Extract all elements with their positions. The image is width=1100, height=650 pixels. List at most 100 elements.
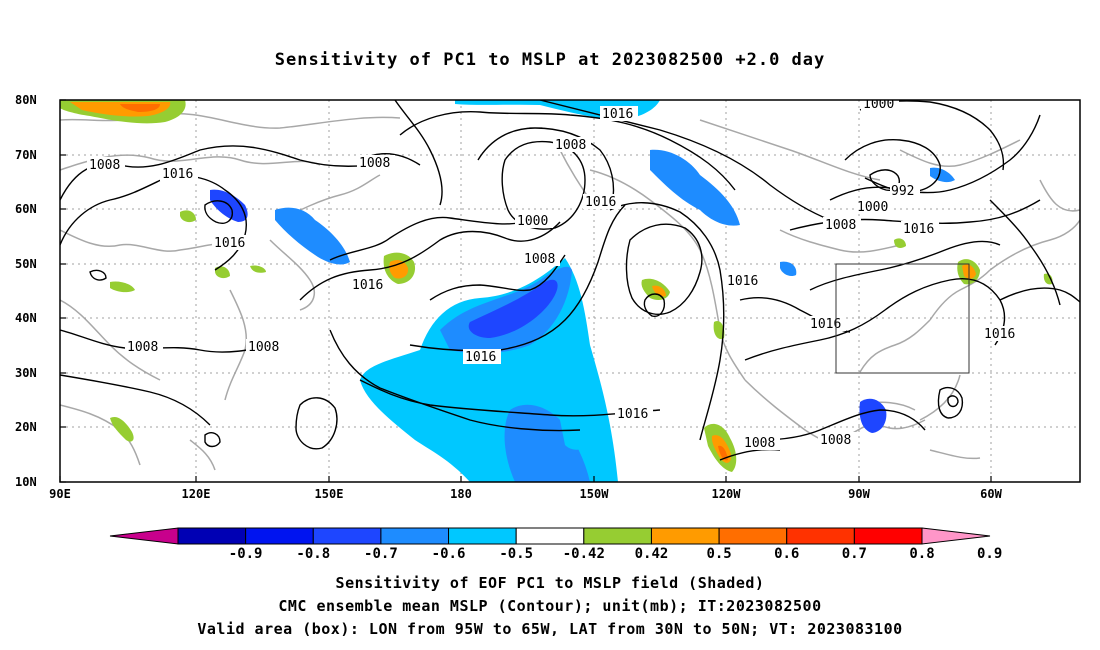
shade-negative-light (650, 149, 740, 226)
contour-label: 1016 (810, 317, 841, 332)
contour-label: 992 (891, 184, 914, 199)
contour-label: 1000 (857, 200, 888, 215)
contour-label: 1008 (555, 138, 586, 153)
contour-label: 1016 (727, 274, 758, 289)
mslp-contours (60, 100, 1080, 461)
colorbar-segment (650, 527, 720, 545)
shade-positive-light (110, 416, 134, 442)
lat-label: 70N (15, 148, 37, 162)
latitude-labels: 80N 70N 60N 50N 40N 30N 20N 10N (15, 93, 37, 489)
lon-label: 120W (712, 487, 742, 501)
shade-positive-light (180, 210, 196, 223)
colorbar-label: 0.5 (706, 546, 731, 562)
lon-label: 90E (49, 487, 71, 501)
longitude-labels: 90E 120E 150E 180 150W 120W 90W 60W (49, 487, 1002, 501)
colorbar-segment (786, 527, 855, 545)
sensitivity-shading (60, 100, 1053, 482)
shade-positive-light (110, 281, 135, 293)
shade-positive-light (894, 238, 906, 248)
contour-label: 1008 (248, 340, 279, 355)
colorbar-extend-low (109, 527, 179, 545)
contour-label: 1008 (825, 218, 856, 233)
contour-label: 1016 (602, 107, 633, 122)
contour-label: 1008 (820, 433, 851, 448)
colorbar-segment (177, 527, 247, 545)
contour-label: 1008 (359, 156, 390, 171)
map-frame (59, 99, 1081, 483)
lat-label: 30N (15, 366, 37, 380)
contour-label: 1016 (352, 278, 383, 293)
colorbar (109, 527, 991, 545)
lat-label: 80N (15, 93, 37, 107)
contour-label: 1008 (744, 436, 775, 451)
contour-label: 1016 (214, 236, 245, 251)
lat-label: 10N (15, 475, 37, 489)
contour-label: 1008 (127, 340, 158, 355)
colorbar-label: -0.8 (296, 546, 330, 562)
plot-title: Sensitivity of PC1 to MSLP at 2023082500… (274, 50, 826, 70)
valid-area-box (835, 263, 970, 374)
lon-label: 150E (315, 487, 344, 501)
shade-negative-light (275, 207, 350, 265)
contour-label: 1016 (903, 222, 934, 237)
lat-label: 20N (15, 420, 37, 434)
colorbar-label: 0.42 (635, 546, 669, 562)
shade-negative-light (560, 419, 590, 450)
colorbar-label: -0.42 (563, 546, 605, 562)
lon-label: 120E (182, 487, 211, 501)
shade-negative-light (504, 404, 590, 482)
colorbar-segment (245, 527, 314, 545)
contour-label: 1016 (984, 327, 1015, 342)
colorbar-segment (448, 527, 517, 545)
colorbar-extend-high (921, 527, 991, 545)
contour-label: 1016 (162, 167, 193, 182)
colorbar-label: 0.9 (977, 546, 1002, 562)
shade-positive-light (1043, 273, 1053, 285)
colorbar-segment (515, 527, 585, 545)
caption-shading: Sensitivity of EOF PC1 to MSLP field (Sh… (335, 574, 765, 592)
colorbar-label: 0.6 (774, 546, 799, 562)
contour-label: 1008 (89, 158, 120, 173)
shade-positive-medium (652, 285, 666, 297)
lat-label: 60N (15, 202, 37, 216)
contour-label: 1000 (517, 214, 548, 229)
lat-label: 40N (15, 311, 37, 325)
contour-label: 1016 (465, 350, 496, 365)
colorbar-segment (718, 527, 788, 545)
caption-valid-area: Valid area (box): LON from 95W to 65W, L… (197, 620, 903, 638)
shade-negative-strong (468, 279, 558, 338)
colorbar-labels: -0.9 -0.8 -0.7 -0.6 -0.5 -0.42 0.42 0.5 0.6 0.7 0.… (229, 546, 1003, 562)
colorbar-label: 0.8 (909, 546, 934, 562)
contour-label: 1016 (617, 407, 648, 422)
lon-label: 90W (848, 487, 870, 501)
axis-ticks (59, 99, 992, 483)
colorbar-label: -0.6 (432, 546, 466, 562)
colorbar-segment (583, 527, 652, 545)
shade-positive-light (250, 265, 266, 273)
contour-label: 1008 (524, 252, 555, 267)
shade-positive-medium (389, 260, 409, 279)
colorbar-segment (380, 527, 450, 545)
caption-contour: CMC ensemble mean MSLP (Contour); unit(m… (278, 597, 822, 615)
shade-positive-light (215, 266, 230, 279)
lon-label: 180 (450, 487, 472, 501)
colorbar-label: -0.9 (229, 546, 263, 562)
colorbar-segment (312, 527, 382, 545)
shade-negative-strong (859, 398, 887, 433)
lat-label: 50N (15, 257, 37, 271)
contour-labels: 1008 1016 1016 1008 1016 1008 1000 1008 … (89, 97, 1016, 451)
shade-positive-strong (718, 445, 728, 461)
shade-negative-light (780, 261, 797, 277)
contour-label: 1016 (585, 195, 616, 210)
shade-negative-light (930, 167, 955, 183)
lon-label: 60W (980, 487, 1002, 501)
colorbar-label: -0.5 (499, 546, 533, 562)
contour-label: 1000 (863, 97, 894, 112)
shade-positive-light (713, 320, 725, 340)
shade-positive-strong (120, 104, 160, 112)
colorbar-label: 0.7 (842, 546, 867, 562)
lon-label: 150W (580, 487, 610, 501)
colorbar-segment (853, 527, 923, 545)
colorbar-label: -0.7 (364, 546, 398, 562)
